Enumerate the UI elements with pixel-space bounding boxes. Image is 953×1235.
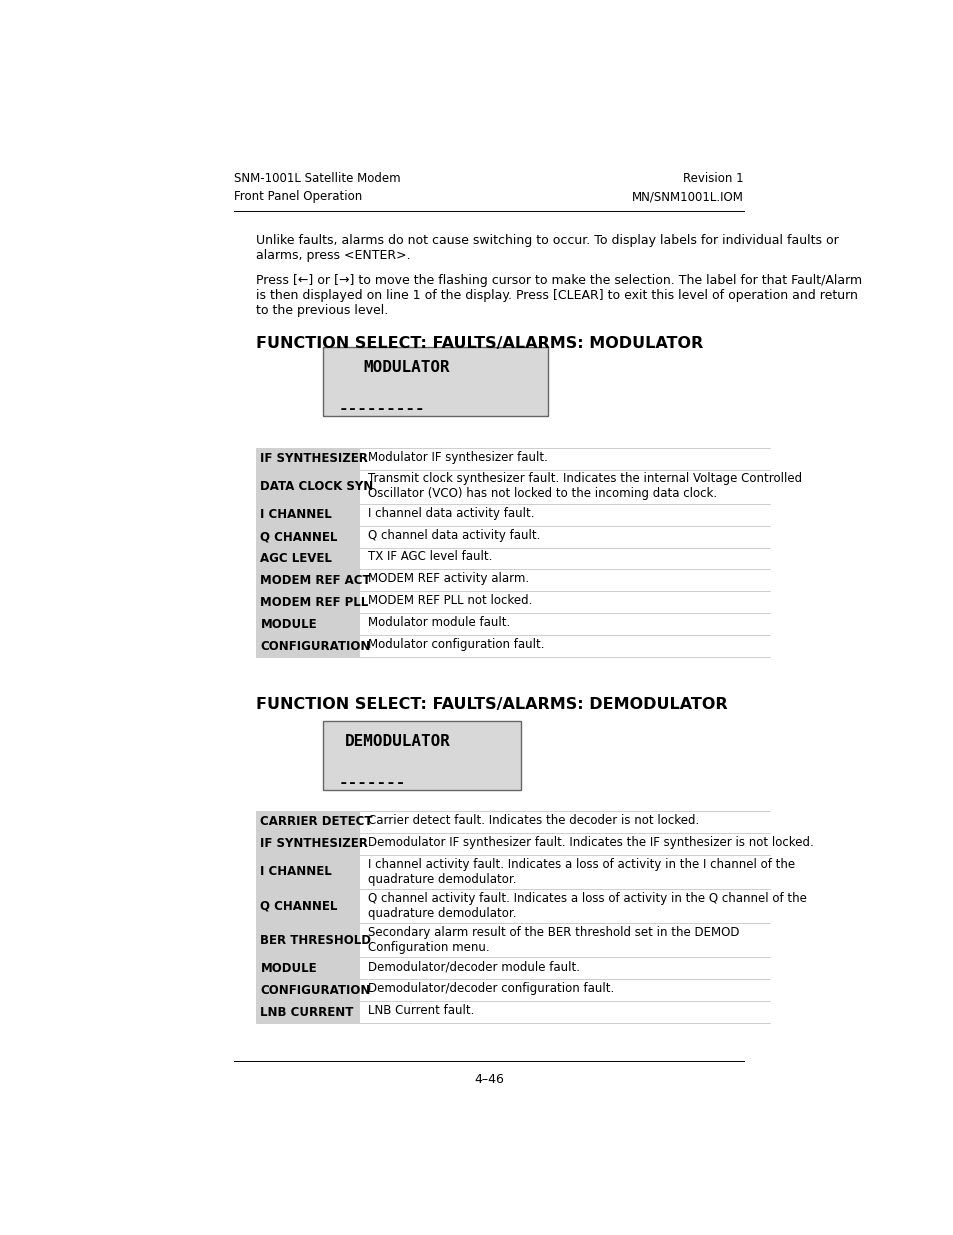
Text: Unlike faults, alarms do not cause switching to occur. To display labels for ind: Unlike faults, alarms do not cause switc…: [255, 233, 838, 262]
Text: LNB Current fault.: LNB Current fault.: [368, 1004, 475, 1018]
Text: Front Panel Operation: Front Panel Operation: [233, 190, 362, 203]
Text: Press [←] or [→] to move the flashing cursor to make the selection. The label fo: Press [←] or [→] to move the flashing cu…: [255, 274, 862, 316]
FancyBboxPatch shape: [255, 1002, 359, 1023]
Text: Modulator configuration fault.: Modulator configuration fault.: [368, 638, 544, 651]
FancyBboxPatch shape: [255, 957, 359, 979]
Text: MODEM REF ACT: MODEM REF ACT: [260, 574, 371, 587]
FancyBboxPatch shape: [255, 635, 359, 657]
FancyBboxPatch shape: [255, 569, 359, 592]
Text: CONFIGURATION: CONFIGURATION: [260, 640, 371, 652]
Text: MODEM REF PLL not locked.: MODEM REF PLL not locked.: [368, 594, 532, 608]
Text: Q channel activity fault. Indicates a loss of activity in the Q channel of the
q: Q channel activity fault. Indicates a lo…: [368, 892, 806, 920]
FancyBboxPatch shape: [255, 504, 359, 526]
Text: Demodulator IF synthesizer fault. Indicates the IF synthesizer is not locked.: Demodulator IF synthesizer fault. Indica…: [368, 836, 813, 848]
Text: Q channel data activity fault.: Q channel data activity fault.: [368, 529, 540, 542]
Text: MODEM REF activity alarm.: MODEM REF activity alarm.: [368, 572, 529, 585]
Text: Carrier detect fault. Indicates the decoder is not locked.: Carrier detect fault. Indicates the deco…: [368, 814, 699, 827]
Text: MODULE: MODULE: [260, 618, 316, 631]
Text: DATA CLOCK SYN: DATA CLOCK SYN: [260, 480, 374, 493]
FancyBboxPatch shape: [255, 889, 359, 924]
Text: MODULATOR: MODULATOR: [363, 361, 450, 375]
Text: I channel activity fault. Indicates a loss of activity in the I channel of the
q: I channel activity fault. Indicates a lo…: [368, 857, 795, 885]
Text: CONFIGURATION: CONFIGURATION: [260, 984, 371, 997]
Text: DEMODULATOR: DEMODULATOR: [344, 734, 450, 748]
FancyBboxPatch shape: [322, 721, 520, 790]
Text: AGC LEVEL: AGC LEVEL: [260, 552, 332, 566]
Text: MN/SNM1001L.IOM: MN/SNM1001L.IOM: [632, 190, 743, 203]
Text: FUNCTION SELECT: FAULTS/ALARMS: DEMODULATOR: FUNCTION SELECT: FAULTS/ALARMS: DEMODULA…: [255, 697, 727, 711]
Text: Transmit clock synthesizer fault. Indicates the internal Voltage Controlled
Osci: Transmit clock synthesizer fault. Indica…: [368, 473, 801, 500]
Text: TX IF AGC level fault.: TX IF AGC level fault.: [368, 551, 493, 563]
FancyBboxPatch shape: [255, 448, 359, 469]
FancyBboxPatch shape: [255, 924, 359, 957]
FancyBboxPatch shape: [255, 979, 359, 1002]
Text: LNB CURRENT: LNB CURRENT: [260, 1005, 354, 1019]
Text: Q CHANNEL: Q CHANNEL: [260, 530, 337, 543]
FancyBboxPatch shape: [255, 526, 359, 547]
Text: IF SYNTHESIZER: IF SYNTHESIZER: [260, 452, 368, 466]
Text: Modulator module fault.: Modulator module fault.: [368, 616, 510, 629]
Text: I channel data activity fault.: I channel data activity fault.: [368, 506, 535, 520]
Text: I CHANNEL: I CHANNEL: [260, 866, 332, 878]
Text: IF SYNTHESIZER: IF SYNTHESIZER: [260, 837, 368, 851]
Text: SNM-1001L Satellite Modem: SNM-1001L Satellite Modem: [233, 172, 400, 185]
FancyBboxPatch shape: [322, 347, 547, 416]
FancyBboxPatch shape: [255, 832, 359, 855]
Text: 4–46: 4–46: [474, 1072, 503, 1086]
Text: ---------: ---------: [338, 401, 425, 416]
Text: BER THRESHOLD: BER THRESHOLD: [260, 934, 371, 947]
FancyBboxPatch shape: [255, 469, 359, 504]
Text: Revision 1: Revision 1: [682, 172, 743, 185]
Text: -------: -------: [338, 774, 406, 790]
Text: Demodulator/decoder configuration fault.: Demodulator/decoder configuration fault.: [368, 982, 614, 995]
FancyBboxPatch shape: [255, 855, 359, 889]
Text: FUNCTION SELECT: FAULTS/ALARMS: MODULATOR: FUNCTION SELECT: FAULTS/ALARMS: MODULATO…: [255, 336, 702, 352]
Text: Demodulator/decoder module fault.: Demodulator/decoder module fault.: [368, 961, 579, 973]
Text: Modulator IF synthesizer fault.: Modulator IF synthesizer fault.: [368, 451, 548, 463]
FancyBboxPatch shape: [255, 614, 359, 635]
Text: CARRIER DETECT: CARRIER DETECT: [260, 815, 373, 829]
Text: Secondary alarm result of the BER threshold set in the DEMOD
Configuration menu.: Secondary alarm result of the BER thresh…: [368, 926, 740, 955]
Text: I CHANNEL: I CHANNEL: [260, 509, 332, 521]
Text: MODULE: MODULE: [260, 962, 316, 974]
FancyBboxPatch shape: [255, 592, 359, 614]
Text: MODEM REF PLL: MODEM REF PLL: [260, 595, 368, 609]
Text: Q CHANNEL: Q CHANNEL: [260, 899, 337, 913]
FancyBboxPatch shape: [255, 547, 359, 569]
FancyBboxPatch shape: [255, 811, 359, 832]
